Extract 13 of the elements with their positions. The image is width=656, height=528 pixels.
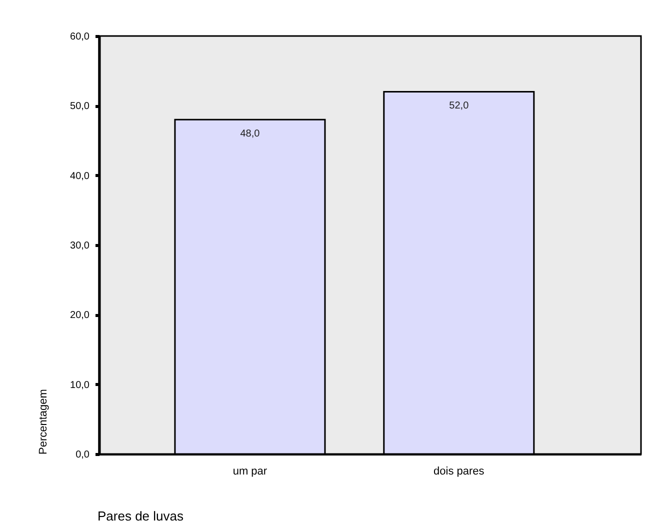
x-tick-label: dois pares bbox=[434, 466, 485, 478]
y-tick-label: 10,0 bbox=[70, 380, 90, 391]
x-tick-label: um par bbox=[232, 466, 268, 478]
y-tick-label: 30,0 bbox=[70, 240, 90, 252]
y-tick-label: 60,0 bbox=[70, 32, 90, 42]
y-axis-title: Percentagem bbox=[38, 389, 50, 454]
y-tick-label: 40,0 bbox=[70, 170, 90, 182]
data-label: 52,0 bbox=[449, 100, 470, 112]
data-label: 48,0 bbox=[240, 128, 260, 140]
y-tick-label: 50,0 bbox=[70, 101, 90, 112]
x-axis-title: Pares de luvas bbox=[98, 508, 184, 524]
y-tick-label: 20,0 bbox=[70, 310, 90, 322]
y-tick-label: 0,0 bbox=[76, 450, 90, 460]
